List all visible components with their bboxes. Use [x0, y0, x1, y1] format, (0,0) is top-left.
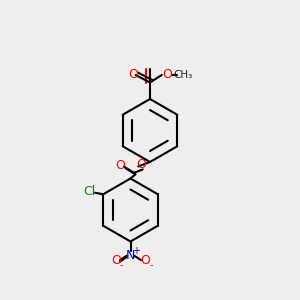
Text: N: N	[126, 249, 135, 262]
Text: CH₃: CH₃	[173, 70, 193, 80]
Text: Cl: Cl	[84, 185, 96, 198]
Text: O: O	[136, 158, 146, 171]
Text: +: +	[132, 246, 140, 256]
Text: O: O	[129, 68, 138, 82]
Text: O: O	[111, 254, 121, 268]
Text: O: O	[162, 68, 172, 82]
Text: -: -	[120, 260, 123, 270]
Text: O: O	[116, 159, 125, 172]
Text: -: -	[149, 260, 153, 270]
Text: O: O	[141, 254, 150, 268]
